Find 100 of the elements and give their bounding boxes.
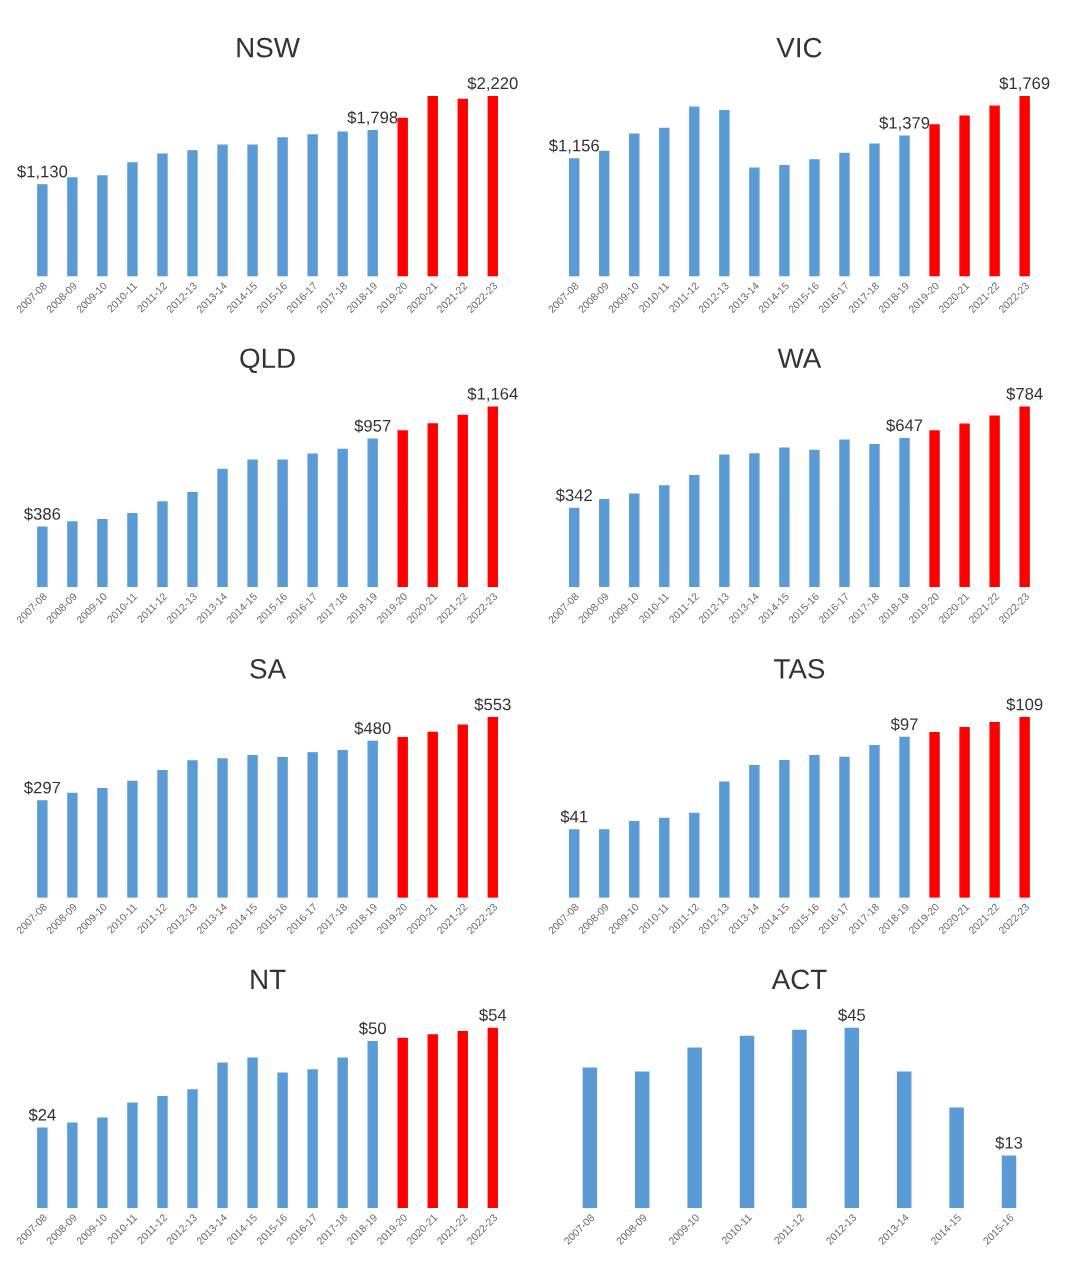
bar xyxy=(569,158,580,277)
bar xyxy=(337,448,348,587)
bar xyxy=(217,468,228,587)
data-label: $1,156 xyxy=(548,138,599,154)
bar xyxy=(157,153,168,277)
bar xyxy=(187,760,198,898)
bar xyxy=(427,731,438,898)
bar xyxy=(457,1030,468,1209)
bar xyxy=(97,787,108,898)
bar xyxy=(582,1067,598,1209)
bar xyxy=(1019,95,1030,277)
bar xyxy=(187,492,198,587)
bar xyxy=(779,759,790,898)
data-label: $1,164 xyxy=(467,387,518,402)
chart-title: SA xyxy=(250,658,287,679)
bar xyxy=(749,167,760,277)
bar xyxy=(97,1117,108,1209)
bar xyxy=(869,143,880,277)
bar xyxy=(157,770,168,898)
bar xyxy=(899,135,910,277)
bar xyxy=(749,764,760,898)
bar xyxy=(959,115,970,277)
bar xyxy=(187,1089,198,1209)
bar xyxy=(457,414,468,587)
bar xyxy=(869,444,880,587)
bar xyxy=(719,454,730,587)
bar xyxy=(277,459,288,587)
bar xyxy=(739,1035,755,1209)
bar xyxy=(367,438,378,587)
bar xyxy=(127,780,138,898)
bar xyxy=(719,781,730,898)
data-label: $1,798 xyxy=(347,110,398,126)
bar xyxy=(247,144,258,277)
bar xyxy=(97,175,108,277)
bar xyxy=(217,1062,228,1209)
data-label: $109 xyxy=(1006,697,1043,712)
bar xyxy=(457,724,468,898)
data-label: $1,379 xyxy=(879,116,930,131)
bar xyxy=(487,1027,498,1209)
bar xyxy=(989,722,1000,898)
bar xyxy=(599,829,610,898)
bar xyxy=(277,1072,288,1209)
bar xyxy=(839,439,850,587)
bar xyxy=(337,131,348,277)
data-label: $480 xyxy=(354,721,391,736)
chart-title: WA xyxy=(777,348,822,368)
bar xyxy=(719,110,730,277)
bar xyxy=(989,105,1000,277)
bar xyxy=(635,1071,650,1209)
data-label: $13 xyxy=(995,1136,1023,1150)
bar xyxy=(367,1040,378,1209)
bar xyxy=(689,475,700,587)
bar xyxy=(899,736,910,898)
bar xyxy=(67,521,78,587)
bar xyxy=(37,526,48,587)
bar xyxy=(689,812,700,898)
data-label: $386 xyxy=(24,507,61,521)
bar xyxy=(659,485,670,587)
bar xyxy=(217,758,228,898)
data-label: $2,220 xyxy=(467,76,518,92)
bar xyxy=(67,177,78,277)
chart-title: NSW xyxy=(237,37,300,58)
bar xyxy=(929,430,940,587)
bar xyxy=(307,1069,318,1209)
bar xyxy=(599,150,610,277)
bar xyxy=(949,1107,964,1209)
bar xyxy=(397,430,408,587)
bar xyxy=(247,459,258,587)
bar xyxy=(779,447,790,587)
bar xyxy=(307,453,318,587)
bar xyxy=(844,1027,860,1209)
bar xyxy=(569,829,580,898)
bar xyxy=(839,152,850,277)
bar xyxy=(839,756,850,898)
bar xyxy=(899,437,910,587)
data-label: $45 xyxy=(838,1008,866,1022)
bar xyxy=(397,1037,408,1209)
data-label: $1,769 xyxy=(999,76,1050,92)
bar xyxy=(397,117,408,277)
data-label: $41 xyxy=(560,809,588,824)
bar xyxy=(809,159,820,277)
bar xyxy=(869,745,880,898)
data-label: $647 xyxy=(886,418,923,433)
bar xyxy=(749,453,760,587)
bar xyxy=(247,755,258,898)
bar xyxy=(1019,717,1030,898)
data-label: $553 xyxy=(474,697,511,712)
bar xyxy=(487,95,498,277)
chart-title: QLD xyxy=(240,348,295,374)
bar xyxy=(629,133,640,277)
bar xyxy=(929,124,940,277)
bar xyxy=(779,164,790,277)
chart-title: ACT xyxy=(771,969,827,990)
bar xyxy=(427,95,438,277)
bar xyxy=(337,1057,348,1209)
bar xyxy=(67,792,78,898)
bar xyxy=(629,493,640,587)
bar xyxy=(67,1122,78,1209)
bar xyxy=(97,519,108,587)
bar xyxy=(487,717,498,898)
